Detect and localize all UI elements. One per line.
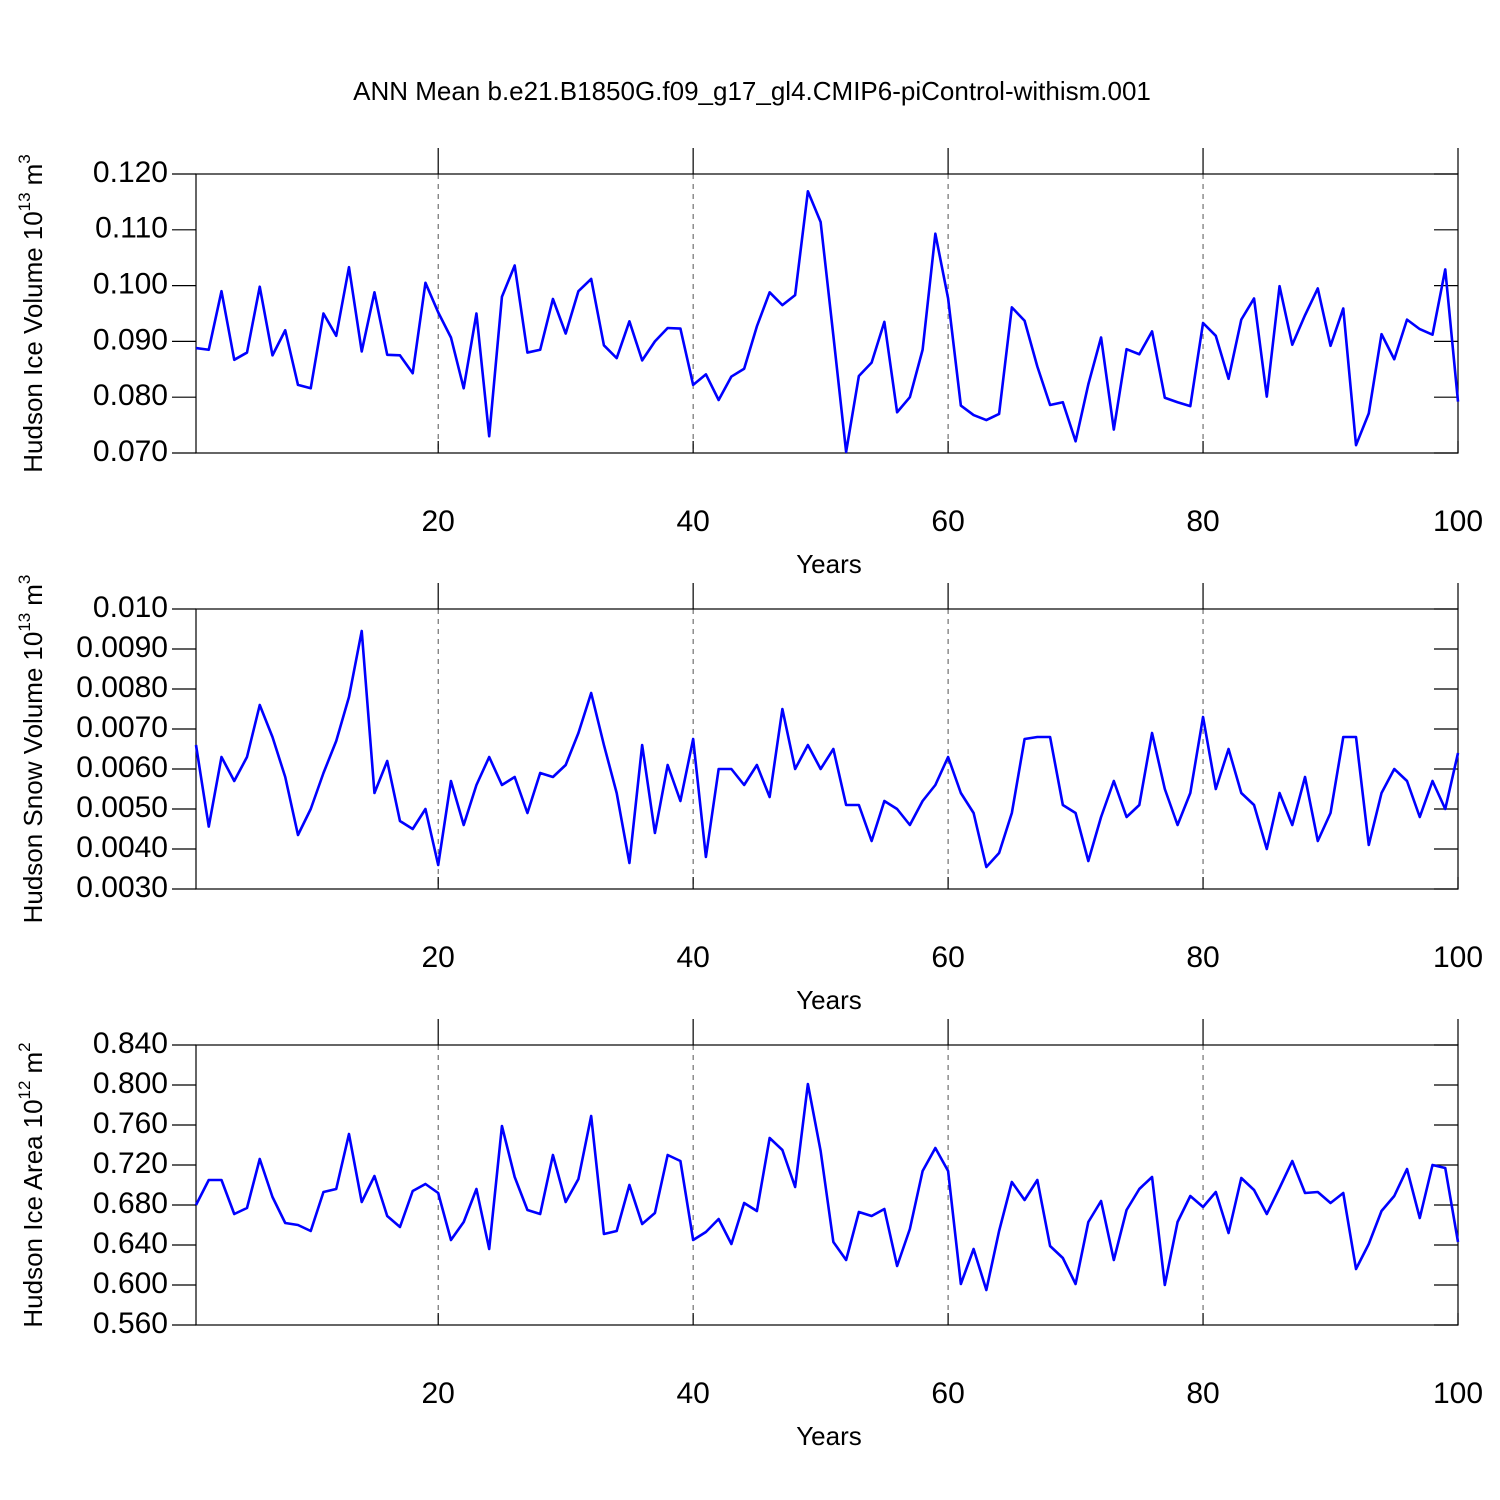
y-unit-exp: 3 — [15, 575, 34, 584]
x-tick-label: 60 — [931, 941, 964, 974]
y-tick-label: 0.760 — [93, 1107, 168, 1140]
y-axis-label: Hudson Snow Volume — [18, 668, 48, 924]
x-tick-label: 20 — [422, 1377, 455, 1410]
x-tick-label: 40 — [676, 505, 709, 538]
plot-frame — [195, 173, 1459, 454]
x-axis-title: Years — [796, 985, 862, 1015]
y-unit: m — [18, 164, 48, 186]
y-unit-exp: 2 — [15, 1042, 34, 1051]
x-tick-label: 80 — [1186, 941, 1219, 974]
y-axis-title: Hudson Snow Volume 1013 m3 — [15, 575, 48, 924]
y-unit: m — [18, 1052, 48, 1074]
y-unit-exp: 3 — [15, 154, 34, 163]
y-tick-label: 0.0090 — [76, 631, 168, 664]
figure-title: ANN Mean b.e21.B1850G.f09_g17_gl4.CMIP6-… — [353, 76, 1151, 106]
y-unit-scale-exp: 12 — [15, 1081, 34, 1100]
y-tick-label: 0.090 — [93, 323, 168, 356]
x-tick-label: 40 — [676, 941, 709, 974]
plot-frame — [195, 1044, 1459, 1326]
x-axis-title: Years — [796, 1421, 862, 1451]
y-tick-label: 0.110 — [95, 212, 168, 245]
y-axis-title: Hudson Ice Area 1012 m2 — [15, 1042, 48, 1327]
y-axis-label: Hudson Ice Area — [18, 1135, 48, 1328]
y-unit-scale: 10 — [18, 632, 48, 661]
x-tick-label: 100 — [1433, 941, 1483, 974]
y-tick-label: 0.0030 — [76, 871, 168, 904]
x-tick-label: 60 — [931, 1377, 964, 1410]
x-tick-label: 80 — [1186, 1377, 1219, 1410]
y-unit-scale-exp: 13 — [15, 192, 34, 211]
y-unit-scale-exp: 13 — [15, 613, 34, 632]
y-tick-label: 0.070 — [93, 435, 168, 468]
y-tick-label: 0.0040 — [76, 831, 168, 864]
y-tick-label: 0.680 — [93, 1187, 168, 1220]
y-unit-scale: 10 — [18, 1099, 48, 1128]
y-tick-label: 0.800 — [93, 1067, 168, 1100]
y-tick-label: 0.100 — [93, 268, 168, 301]
y-tick-label: 0.840 — [93, 1027, 168, 1060]
y-axis-label: Hudson Ice Volume — [18, 247, 48, 472]
y-tick-label: 0.600 — [93, 1267, 168, 1300]
y-tick-label: 0.080 — [93, 379, 168, 412]
data-line — [195, 190, 1460, 454]
y-tick-label: 0.720 — [93, 1147, 168, 1180]
y-tick-label: 0.010 — [93, 591, 168, 624]
y-unit-scale: 10 — [18, 211, 48, 240]
x-axis-title: Years — [796, 549, 862, 579]
y-unit: m — [18, 584, 48, 606]
x-tick-label: 20 — [422, 505, 455, 538]
y-tick-label: 0.0070 — [76, 711, 168, 744]
y-tick-label: 0.0060 — [76, 751, 168, 784]
x-tick-label: 100 — [1433, 505, 1483, 538]
x-tick-label: 20 — [422, 941, 455, 974]
data-line — [194, 1082, 1460, 1292]
x-tick-label: 40 — [676, 1377, 709, 1410]
y-tick-label: 0.560 — [93, 1307, 168, 1340]
y-tick-label: 0.0050 — [76, 791, 168, 824]
y-tick-label: 0.120 — [93, 156, 168, 189]
data-line — [194, 629, 1460, 869]
y-axis-title: Hudson Ice Volume 1013 m3 — [15, 154, 48, 472]
x-tick-label: 80 — [1186, 505, 1219, 538]
x-tick-label: 60 — [931, 505, 964, 538]
y-tick-label: 0.640 — [93, 1227, 168, 1260]
x-tick-label: 100 — [1433, 1377, 1483, 1410]
plot-frame — [195, 608, 1459, 890]
y-tick-label: 0.0080 — [76, 671, 168, 704]
